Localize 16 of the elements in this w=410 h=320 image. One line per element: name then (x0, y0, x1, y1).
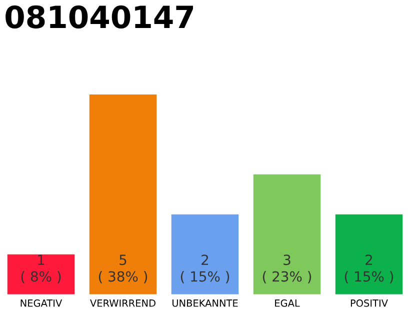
data-label: 2 ( 15% ) (180, 254, 230, 284)
data-label: 3 ( 23% ) (262, 254, 312, 284)
x-tick-label: POSITIV (350, 299, 388, 307)
data-label: 2 ( 15% ) (344, 254, 394, 284)
bar (253, 174, 321, 294)
x-tick-label: UNBEKANNTE (172, 300, 238, 307)
data-label: 1 ( 8% ) (21, 254, 61, 284)
x-tick-label: VERWIRREND (90, 300, 156, 307)
data-label: 5 ( 38% ) (98, 254, 148, 284)
bar (7, 254, 75, 294)
x-tick-label: EGAL (275, 299, 300, 307)
bar (335, 214, 403, 294)
bar (89, 94, 157, 294)
bar (171, 214, 239, 294)
chart-title: 081040147 (6, 5, 194, 28)
x-tick-label: NEGATIV (20, 299, 62, 307)
